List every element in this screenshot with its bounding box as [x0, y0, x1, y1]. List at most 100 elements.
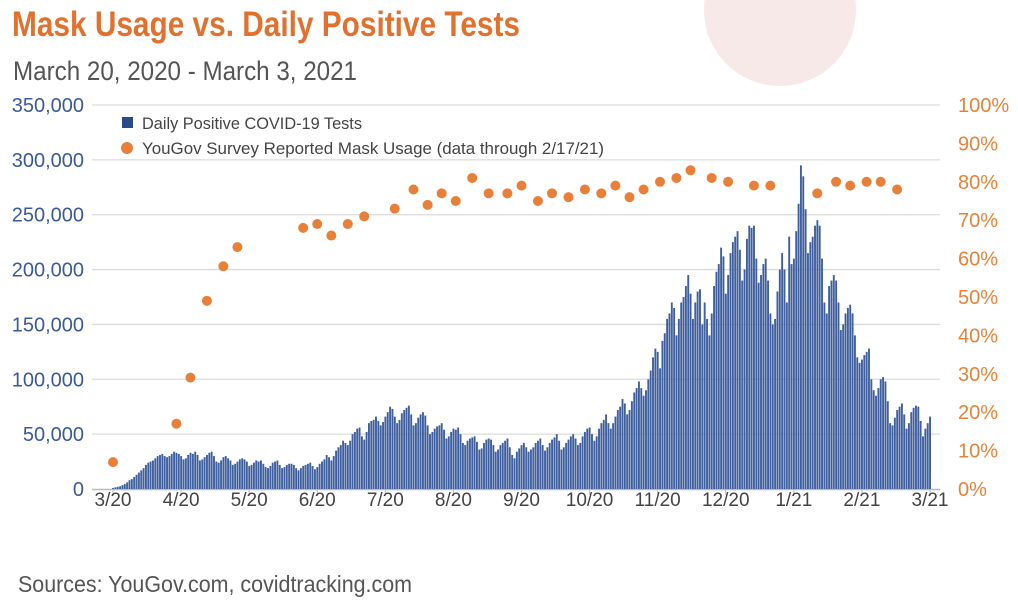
bar — [731, 242, 734, 489]
bar — [166, 457, 168, 489]
bar — [851, 313, 854, 489]
bar — [572, 434, 575, 489]
mask-usage-point — [596, 188, 607, 199]
mask-usage-point — [359, 211, 370, 222]
bar — [274, 461, 276, 489]
bar — [799, 165, 802, 490]
bar — [375, 416, 377, 489]
bar — [856, 357, 859, 489]
bar — [534, 442, 537, 489]
bar — [142, 468, 145, 489]
bar — [217, 462, 220, 489]
bar — [156, 456, 159, 489]
right-tick-label: 90% — [958, 133, 998, 155]
bar — [717, 264, 720, 489]
bar — [907, 423, 910, 489]
left-tick-label: 0 — [73, 479, 84, 501]
bar — [776, 291, 779, 489]
mask-usage-point — [610, 180, 621, 191]
bar — [281, 468, 284, 489]
x-tick-label: 9/20 — [503, 490, 540, 511]
bar — [518, 448, 521, 489]
bar — [670, 302, 673, 489]
bar — [783, 269, 786, 489]
bar — [661, 340, 664, 489]
bar — [250, 464, 253, 489]
bar — [306, 463, 309, 489]
bar — [898, 406, 901, 489]
bar — [342, 440, 345, 489]
gridlines — [92, 104, 940, 491]
bar — [426, 425, 429, 489]
bar — [896, 410, 899, 489]
bar — [872, 390, 875, 489]
bar — [466, 440, 469, 489]
bar — [614, 416, 617, 489]
bar — [720, 247, 723, 489]
bar — [882, 377, 885, 489]
bar — [140, 470, 143, 489]
bar — [130, 479, 133, 489]
left-tick-label: 350,000 — [12, 95, 84, 117]
bar — [715, 271, 718, 489]
bar — [832, 275, 835, 489]
bar — [330, 460, 333, 489]
x-tick-label: 11/20 — [635, 490, 681, 511]
right-tick-label: 100% — [958, 95, 1009, 117]
bar — [567, 439, 570, 489]
scatter-series — [108, 165, 903, 468]
bar — [757, 282, 760, 489]
bar — [499, 445, 502, 489]
bar — [367, 423, 370, 489]
source-note: Sources: YouGov.com, covidtracking.com — [18, 571, 412, 597]
bar — [619, 406, 622, 489]
bar — [391, 408, 394, 489]
left-tick-label: 300,000 — [12, 150, 84, 172]
bar — [353, 431, 356, 489]
left-axis-ticks: 0 50,000 100,000 150,000 200,000 250,000 300,0… — [12, 95, 84, 501]
bar — [645, 390, 647, 489]
bar — [781, 253, 784, 489]
bar — [494, 451, 497, 489]
bar — [382, 422, 384, 489]
bar — [919, 420, 922, 489]
bar — [208, 452, 211, 489]
right-tick-label: 30% — [958, 364, 998, 386]
left-tick-label: 250,000 — [12, 205, 84, 227]
bar — [191, 453, 194, 489]
bar — [238, 459, 241, 489]
bar — [734, 236, 737, 489]
bar — [652, 357, 654, 489]
mask-usage-point — [861, 176, 872, 187]
bar — [403, 410, 406, 489]
bar — [386, 412, 389, 489]
bar — [821, 258, 824, 489]
bar — [135, 474, 138, 489]
right-tick-label: 0% — [958, 479, 987, 501]
bar — [586, 428, 589, 489]
bar — [912, 407, 915, 489]
left-tick-label: 100,000 — [12, 369, 84, 391]
bar — [360, 436, 363, 489]
bar — [194, 451, 197, 489]
bar — [703, 302, 706, 489]
mask-usage-point — [655, 176, 666, 187]
bar — [774, 318, 777, 489]
bar — [633, 392, 636, 489]
bar — [835, 280, 838, 489]
bar — [635, 388, 638, 489]
x-tick-label: 7/20 — [367, 490, 404, 511]
bar — [349, 440, 352, 489]
bar — [248, 465, 251, 489]
bar — [497, 449, 500, 489]
right-axis-ticks: 0% 10% 20% 30% 40% 50% 60% 70% 80% 90% 100% — [958, 95, 1009, 501]
bar — [295, 468, 298, 489]
bar — [260, 460, 262, 489]
bar — [877, 388, 880, 489]
bar — [830, 280, 833, 489]
bar — [713, 286, 716, 489]
bar — [753, 225, 755, 489]
bar — [785, 302, 788, 489]
mask-usage-point — [638, 184, 649, 195]
bar — [539, 438, 542, 489]
